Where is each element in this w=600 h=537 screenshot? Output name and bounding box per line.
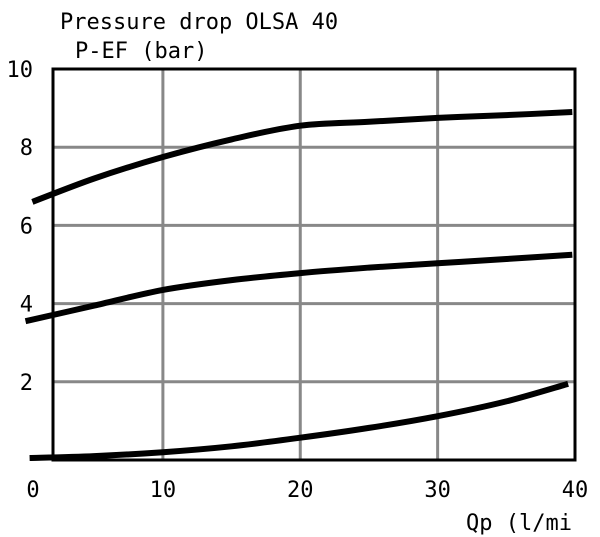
x-tick-labels: 10 20 30 40 <box>150 478 589 503</box>
x-tick-label: 40 <box>562 478 589 503</box>
series-line-1 <box>31 109 573 205</box>
y-axis-label: P-EF (bar) <box>75 39 207 64</box>
grid-lines <box>53 69 575 460</box>
series-line-3 <box>29 380 569 461</box>
y-tick-label: 10 <box>7 58 34 83</box>
y-tick-labels: 2 4 6 8 10 <box>7 58 34 396</box>
series-group <box>24 109 573 461</box>
x-tick-label: 20 <box>287 478 314 503</box>
series-line-2 <box>24 251 573 325</box>
x-tick-label: 10 <box>150 478 177 503</box>
y-tick-label: 2 <box>20 371 33 396</box>
x-axis-label: Qp (l/mi <box>466 511 572 536</box>
chart-title: Pressure drop OLSA 40 <box>60 10 338 35</box>
y-tick-label: 8 <box>20 136 33 161</box>
y-tick-label: 4 <box>20 293 33 318</box>
y-tick-label: 6 <box>20 214 33 239</box>
x-tick-label: 30 <box>424 478 451 503</box>
plot-frame <box>51 67 577 462</box>
x-origin-label: 0 <box>26 478 39 503</box>
